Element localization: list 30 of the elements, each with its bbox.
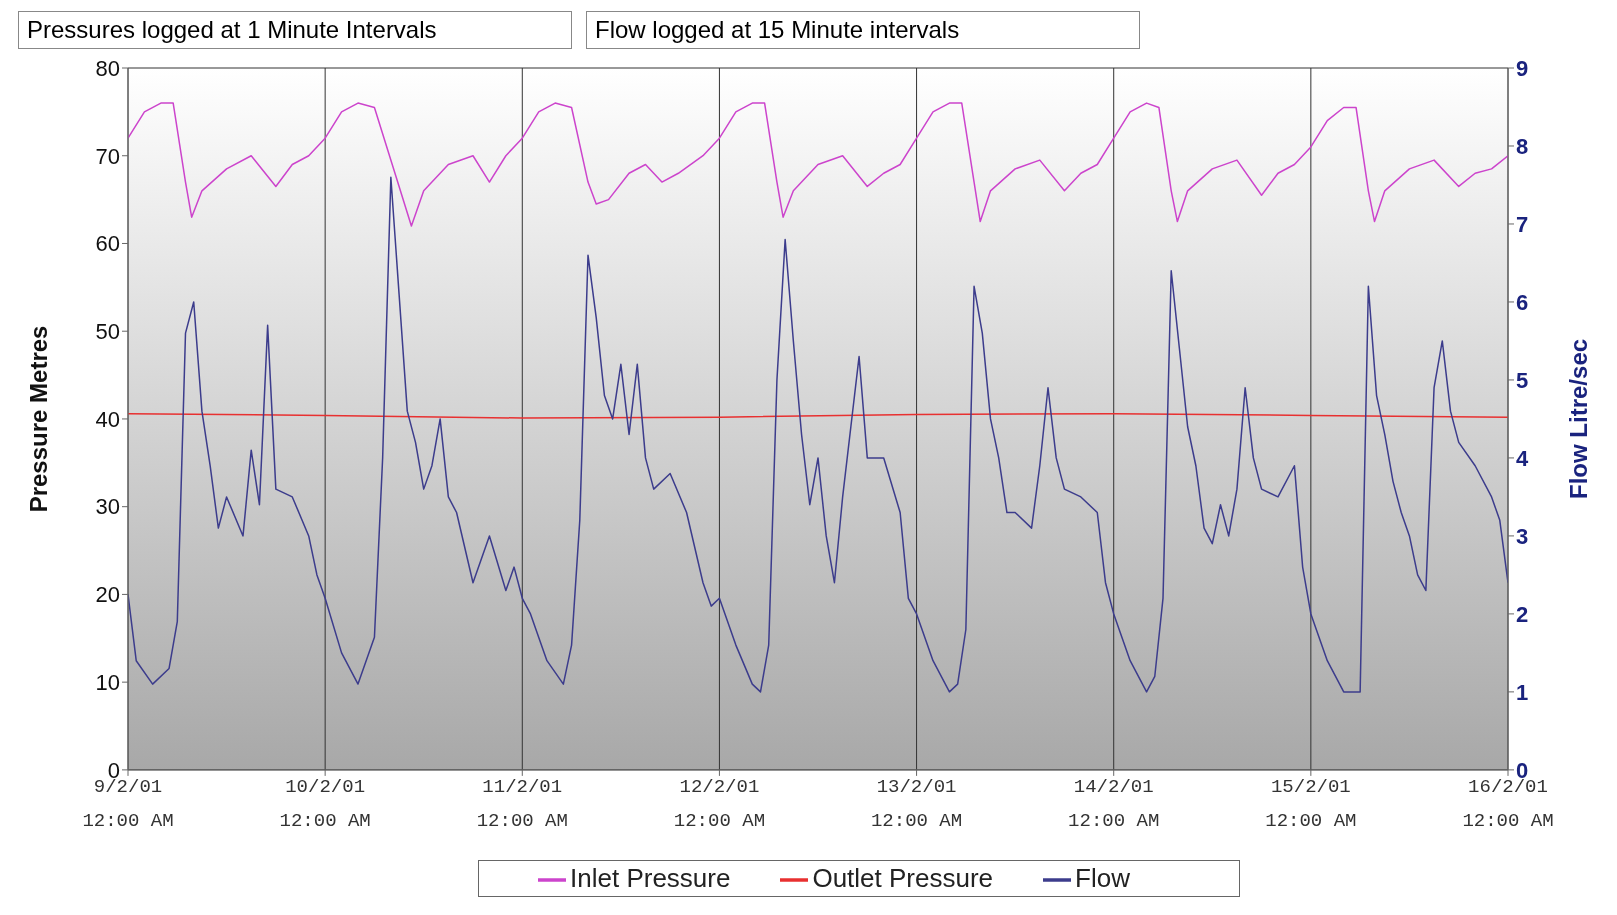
y2-tick-label: 1 bbox=[1516, 679, 1529, 705]
y2-tick-label: 6 bbox=[1516, 289, 1529, 315]
x-tick-label: 12/2/01 12:00 AM bbox=[673, 775, 766, 832]
legend-label: Outlet Pressure bbox=[812, 862, 994, 893]
y-tick-label: 30 bbox=[95, 494, 120, 520]
y-tick-label: 50 bbox=[95, 319, 120, 345]
y2-tick-label: 8 bbox=[1516, 133, 1529, 159]
y-tick-label: 10 bbox=[95, 669, 120, 695]
y2-tick-label: 7 bbox=[1516, 211, 1529, 237]
legend-label: Flow bbox=[1075, 862, 1130, 893]
x-tick-label: 11/2/01 12:00 AM bbox=[476, 775, 568, 832]
x-tick-label: 13/2/01 12:00 AM bbox=[870, 775, 963, 832]
y2-axis-title: Flow Litre/sec bbox=[1564, 338, 1592, 499]
y2-tick-label: 5 bbox=[1516, 367, 1529, 393]
text: Pressures logged at 1 Minute Intervals bbox=[18, 11, 572, 49]
y-tick-label: 70 bbox=[95, 143, 120, 169]
text: Flow logged at 15 Minute intervals bbox=[586, 11, 1140, 49]
legend-label: Inlet Pressure bbox=[570, 862, 731, 893]
x-tick-label: 10/2/01 12:00 AM bbox=[279, 775, 371, 832]
y-tick-label: 60 bbox=[95, 231, 120, 257]
y2-tick-label: 3 bbox=[1516, 523, 1529, 549]
y2-tick-label: 2 bbox=[1516, 601, 1529, 627]
x-tick-label: 15/2/01 12:00 AM bbox=[1265, 775, 1357, 832]
y-tick-label: 40 bbox=[95, 406, 120, 432]
y2-tick-label: 9 bbox=[1516, 55, 1529, 81]
y-axis-title: Pressure Metres bbox=[24, 325, 52, 513]
x-tick-label: 14/2/01 12:00 AM bbox=[1068, 775, 1160, 832]
y2-tick-label: 4 bbox=[1516, 445, 1529, 471]
y-tick-label: 20 bbox=[95, 582, 120, 608]
y-tick-label: 80 bbox=[95, 55, 120, 81]
